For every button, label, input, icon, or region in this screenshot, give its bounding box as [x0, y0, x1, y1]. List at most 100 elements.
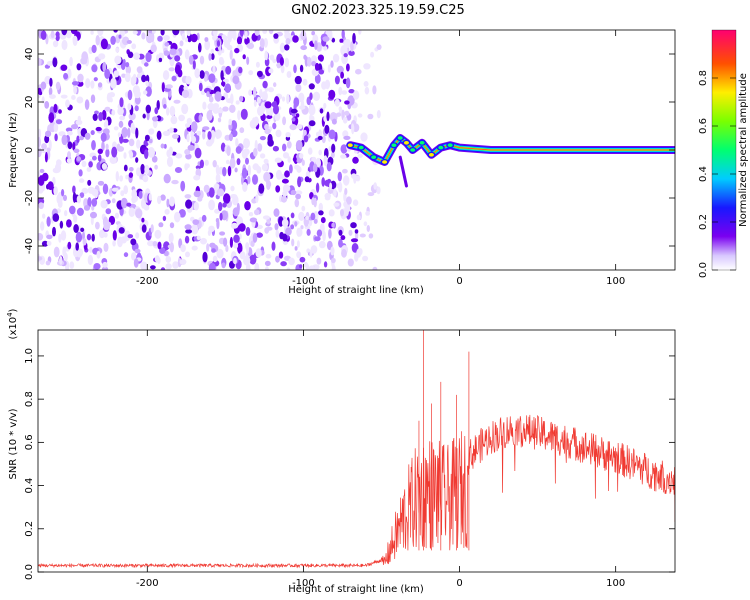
noise-blob — [331, 118, 337, 125]
noise-blob — [114, 212, 119, 219]
noise-blob — [38, 171, 41, 178]
noise-blob — [72, 141, 76, 151]
noise-blob — [115, 47, 120, 53]
noise-blob — [321, 81, 327, 90]
noise-blob — [199, 55, 205, 65]
noise-blob — [344, 110, 350, 116]
noise-blob — [229, 104, 236, 114]
noise-blob — [185, 251, 190, 258]
noise-blob — [216, 218, 220, 230]
noise-blob — [254, 262, 260, 270]
noise-blob — [239, 95, 244, 102]
noise-blob — [86, 167, 92, 172]
noise-blob — [314, 62, 320, 71]
noise-blob — [77, 73, 84, 83]
colorbar-frame — [711, 29, 737, 271]
noise-blob — [98, 53, 106, 60]
signal-blob-core — [410, 148, 416, 152]
noise-blob — [135, 232, 140, 239]
noise-blob — [58, 233, 62, 243]
noise-blob — [258, 183, 265, 194]
noise-blob — [84, 132, 91, 140]
noise-blob — [169, 105, 176, 117]
noise-blob — [59, 255, 63, 265]
noise-blob — [152, 116, 159, 122]
noise-blob — [163, 50, 170, 56]
noise-blob — [236, 36, 243, 45]
noise-blob — [86, 233, 92, 241]
noise-blob — [78, 169, 83, 177]
noise-blob — [52, 40, 59, 48]
noise-blob — [131, 43, 137, 50]
noise-blob — [81, 160, 87, 168]
noise-blob — [293, 97, 300, 107]
colorbar-tick-label: 0.4 — [698, 166, 709, 182]
noise-blob — [147, 147, 155, 158]
noise-blob — [221, 262, 226, 269]
noise-blob — [91, 140, 96, 151]
noise-blob — [284, 170, 290, 178]
noise-blob — [376, 110, 381, 119]
noise-blob — [314, 73, 321, 84]
noise-blob — [38, 128, 42, 139]
noise-blob — [84, 99, 90, 110]
noise-blob — [264, 101, 272, 109]
noise-blob — [248, 89, 253, 96]
noise-blob — [363, 221, 368, 227]
colorbar-ticks: 0.0 0.2 0.4 0.6 0.8 — [698, 70, 736, 278]
noise-blob — [207, 131, 212, 140]
noise-blob — [298, 211, 305, 221]
noise-blob — [40, 30, 47, 40]
noise-blob — [243, 138, 251, 149]
noise-blob — [105, 208, 112, 215]
noise-blob — [151, 155, 158, 163]
noise-blob — [110, 77, 117, 89]
noise-blob — [134, 248, 141, 254]
noise-blob — [59, 220, 64, 229]
noise-blob — [232, 207, 240, 217]
noise-blob — [228, 118, 232, 126]
noise-blob — [48, 87, 53, 96]
noise-blob — [141, 217, 145, 223]
noise-blob — [38, 202, 44, 210]
noise-blob — [305, 215, 309, 221]
noise-blob — [61, 189, 65, 197]
noise-blob — [148, 128, 155, 135]
noise-blob — [304, 176, 310, 183]
noise-blob — [354, 231, 359, 241]
noise-blob — [331, 222, 335, 228]
noise-blob — [184, 224, 192, 230]
noise-blob — [266, 115, 273, 119]
noise-blob — [342, 175, 350, 186]
noise-blob — [71, 124, 79, 130]
noise-blob — [321, 135, 326, 144]
noise-blob — [192, 60, 196, 70]
noise-blob — [212, 30, 218, 37]
noise-blob — [124, 72, 131, 83]
y-tick-label: 0.4 — [24, 478, 35, 494]
noise-blob — [162, 130, 171, 136]
noise-blob — [231, 58, 236, 67]
noise-blob — [145, 80, 149, 87]
noise-blob — [102, 183, 109, 195]
noise-blob — [104, 221, 112, 227]
noise-blob — [259, 136, 266, 141]
noise-blob — [216, 188, 225, 197]
noise-blob — [296, 240, 300, 248]
noise-blob — [359, 233, 366, 238]
noise-blob — [306, 264, 310, 270]
noise-blob — [294, 198, 300, 208]
noise-blob — [259, 153, 266, 159]
noise-blob — [245, 226, 251, 236]
noise-blob — [280, 64, 285, 74]
noise-blob — [295, 84, 302, 92]
noise-blob — [252, 233, 258, 243]
noise-blob — [318, 202, 323, 212]
noise-blob — [131, 252, 137, 261]
noise-blob — [308, 265, 315, 270]
noise-blob — [137, 73, 141, 79]
noise-blob — [95, 221, 100, 230]
noise-blob — [202, 251, 208, 263]
noise-blob — [124, 230, 131, 241]
noise-blob — [91, 64, 98, 73]
